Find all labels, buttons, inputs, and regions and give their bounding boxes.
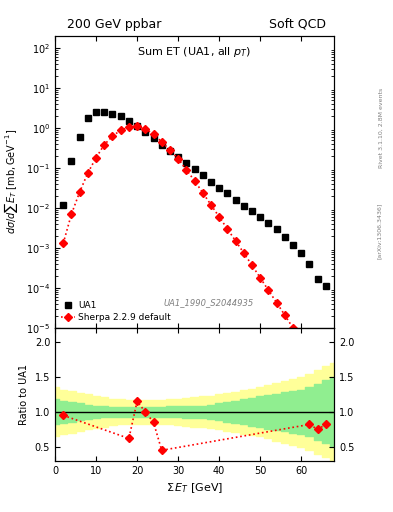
Sherpa 2.2.9 default [225,226,230,232]
UA1 [151,135,156,141]
Y-axis label: $d\sigma/d\sum E_T\ \mathrm{[mb,GeV^{-1}]}$: $d\sigma/d\sum E_T\ \mathrm{[mb,GeV^{-1}… [2,130,20,234]
UA1 [274,226,279,232]
UA1 [135,123,140,130]
UA1 [241,203,246,209]
UA1 [209,179,213,185]
Sherpa 2.2.9 default [94,155,98,161]
Sherpa 2.2.9 default [250,262,254,268]
Sherpa 2.2.9 default [118,127,123,133]
UA1 [69,158,74,164]
Sherpa 2.2.9 default [315,364,320,370]
UA1 [225,190,230,197]
UA1 [283,234,287,240]
Sherpa 2.2.9 default [176,156,180,162]
UA1 [266,220,271,226]
UA1 [315,275,320,282]
Sherpa 2.2.9 default [167,147,172,153]
Text: [arXiv:1306.3436]: [arXiv:1306.3436] [377,202,382,259]
UA1 [323,283,328,289]
Line: UA1: UA1 [60,109,329,290]
UA1 [159,142,164,148]
Sherpa 2.2.9 default [299,337,303,343]
Text: Sum ET (UA1, all $p_T$): Sum ET (UA1, all $p_T$) [138,45,252,58]
Sherpa 2.2.9 default [102,142,107,148]
UA1 [233,197,238,203]
UA1 [77,134,82,140]
UA1 [86,115,90,121]
UA1 [102,109,107,115]
X-axis label: $\Sigma\, E_T\ \mathrm{[GeV]}$: $\Sigma\, E_T\ \mathrm{[GeV]}$ [166,481,223,495]
Text: Soft QCD: Soft QCD [269,18,326,31]
Sherpa 2.2.9 default [233,238,238,244]
Sherpa 2.2.9 default [200,189,205,196]
Sherpa 2.2.9 default [266,287,271,293]
Sherpa 2.2.9 default [77,189,82,195]
UA1 [307,261,312,267]
Sherpa 2.2.9 default [307,350,312,356]
Sherpa 2.2.9 default [283,312,287,318]
Sherpa 2.2.9 default [135,123,140,130]
UA1 [143,129,148,135]
Sherpa 2.2.9 default [184,167,189,173]
Y-axis label: Ratio to UA1: Ratio to UA1 [19,364,29,425]
Sherpa 2.2.9 default [217,214,222,220]
Legend: UA1, Sherpa 2.2.9 default: UA1, Sherpa 2.2.9 default [59,299,173,324]
UA1 [217,185,222,191]
Sherpa 2.2.9 default [291,325,296,331]
UA1 [250,208,254,215]
Sherpa 2.2.9 default [258,275,263,281]
Text: 200 GeV ppbar: 200 GeV ppbar [67,18,161,31]
UA1 [176,154,180,160]
Sherpa 2.2.9 default [192,178,197,184]
Sherpa 2.2.9 default [86,170,90,176]
UA1 [94,109,98,115]
Sherpa 2.2.9 default [323,375,328,381]
Sherpa 2.2.9 default [127,124,131,130]
UA1 [61,202,66,208]
Sherpa 2.2.9 default [209,202,213,208]
UA1 [110,111,115,117]
UA1 [118,113,123,119]
Sherpa 2.2.9 default [69,211,74,217]
Sherpa 2.2.9 default [274,300,279,306]
UA1 [127,118,131,124]
Line: Sherpa 2.2.9 default: Sherpa 2.2.9 default [61,123,329,381]
UA1 [184,160,189,166]
Sherpa 2.2.9 default [61,240,66,246]
Sherpa 2.2.9 default [110,133,115,139]
Sherpa 2.2.9 default [151,131,156,137]
Sherpa 2.2.9 default [241,250,246,256]
Text: Rivet 3.1.10, 2.8M events: Rivet 3.1.10, 2.8M events [379,88,384,168]
Sherpa 2.2.9 default [159,139,164,145]
Text: UA1_1990_S2044935: UA1_1990_S2044935 [163,298,253,308]
UA1 [167,147,172,154]
UA1 [299,250,303,256]
Sherpa 2.2.9 default [143,126,148,132]
UA1 [200,173,205,179]
UA1 [258,215,263,221]
UA1 [192,166,197,172]
UA1 [291,242,296,248]
